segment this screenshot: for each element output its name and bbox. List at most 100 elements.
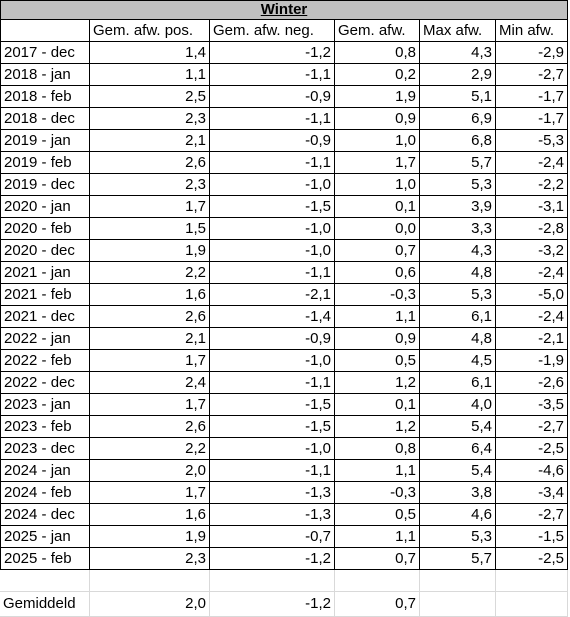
value-cell: 2,3 (90, 108, 210, 130)
value-cell: 1,0 (335, 130, 420, 152)
value-cell: -2,1 (210, 284, 335, 306)
value-cell: -5,0 (496, 284, 568, 306)
value-cell: 4,0 (420, 394, 496, 416)
header-cell: Gem. afw. neg. (210, 20, 335, 42)
period-cell: 2023 - dec (0, 438, 90, 460)
value-cell: -1,5 (210, 416, 335, 438)
value-cell: 0,5 (335, 350, 420, 372)
value-cell: 5,7 (420, 548, 496, 570)
value-cell: 5,3 (420, 174, 496, 196)
value-cell: 0,5 (335, 504, 420, 526)
value-cell: 2,6 (90, 152, 210, 174)
value-cell: -1,2 (210, 548, 335, 570)
value-cell: 6,1 (420, 372, 496, 394)
value-cell: -2,2 (496, 174, 568, 196)
period-cell: 2021 - dec (0, 306, 90, 328)
value-cell: 2,6 (90, 306, 210, 328)
value-cell: 1,9 (90, 526, 210, 548)
header-cell (0, 20, 90, 42)
value-cell: 1,2 (335, 372, 420, 394)
value-cell: 0,9 (335, 108, 420, 130)
value-cell: 0,8 (335, 42, 420, 64)
period-cell: 2021 - jan (0, 262, 90, 284)
value-cell: -1,1 (210, 262, 335, 284)
value-cell: 1,4 (90, 42, 210, 64)
period-cell: 2019 - jan (0, 130, 90, 152)
value-cell: 2,3 (90, 174, 210, 196)
value-cell: 2,1 (90, 130, 210, 152)
period-cell: 2019 - feb (0, 152, 90, 174)
period-cell: 2024 - feb (0, 482, 90, 504)
value-cell: 0,0 (335, 218, 420, 240)
period-cell: 2021 - feb (0, 284, 90, 306)
value-cell: -2,6 (496, 372, 568, 394)
value-cell: -5,3 (496, 130, 568, 152)
value-cell: -3,4 (496, 482, 568, 504)
average-value: 2,0 (90, 592, 210, 617)
value-cell: -1,1 (210, 372, 335, 394)
value-cell: 0,9 (335, 328, 420, 350)
period-cell: 2020 - jan (0, 196, 90, 218)
value-cell: 1,7 (90, 394, 210, 416)
value-cell: 1,9 (335, 86, 420, 108)
value-cell: 0,8 (335, 438, 420, 460)
value-cell: -3,1 (496, 196, 568, 218)
value-cell: 1,7 (90, 196, 210, 218)
header-cell: Min afw. (496, 20, 568, 42)
value-cell: 1,0 (335, 174, 420, 196)
value-cell: 6,8 (420, 130, 496, 152)
value-cell: 3,8 (420, 482, 496, 504)
value-cell: 2,9 (420, 64, 496, 86)
value-cell: -1,1 (210, 460, 335, 482)
empty-cell (0, 570, 90, 592)
value-cell: 0,7 (335, 240, 420, 262)
value-cell: -2,8 (496, 218, 568, 240)
value-cell: 2,4 (90, 372, 210, 394)
value-cell: -4,6 (496, 460, 568, 482)
value-cell: -0,9 (210, 86, 335, 108)
value-cell: -3,2 (496, 240, 568, 262)
value-cell: 0,7 (335, 548, 420, 570)
value-cell: -0,3 (335, 482, 420, 504)
value-cell: 3,9 (420, 196, 496, 218)
period-cell: 2020 - dec (0, 240, 90, 262)
value-cell: 5,3 (420, 526, 496, 548)
value-cell: 4,5 (420, 350, 496, 372)
average-label: Gemiddeld (0, 592, 90, 617)
value-cell: 1,9 (90, 240, 210, 262)
header-cell: Max afw. (420, 20, 496, 42)
value-cell: -2,7 (496, 64, 568, 86)
value-cell: 4,3 (420, 42, 496, 64)
value-cell: -2,4 (496, 262, 568, 284)
period-cell: 2020 - feb (0, 218, 90, 240)
value-cell: -1,9 (496, 350, 568, 372)
period-cell: 2018 - jan (0, 64, 90, 86)
value-cell: -1,0 (210, 218, 335, 240)
value-cell: -2,4 (496, 152, 568, 174)
value-cell: -1,0 (210, 240, 335, 262)
value-cell: -1,3 (210, 482, 335, 504)
value-cell: -3,5 (496, 394, 568, 416)
value-cell: 4,8 (420, 262, 496, 284)
value-cell: 2,2 (90, 262, 210, 284)
period-cell: 2017 - dec (0, 42, 90, 64)
value-cell: 3,3 (420, 218, 496, 240)
value-cell: 1,5 (90, 218, 210, 240)
value-cell: -1,1 (210, 64, 335, 86)
value-cell: 5,1 (420, 86, 496, 108)
empty-cell (420, 570, 496, 592)
period-cell: 2024 - jan (0, 460, 90, 482)
value-cell: 1,1 (335, 306, 420, 328)
value-cell: 1,6 (90, 284, 210, 306)
value-cell: -1,7 (496, 108, 568, 130)
period-cell: 2025 - feb (0, 548, 90, 570)
value-cell: 6,4 (420, 438, 496, 460)
value-cell: 1,7 (90, 482, 210, 504)
value-cell: -0,7 (210, 526, 335, 548)
period-cell: 2022 - dec (0, 372, 90, 394)
value-cell: 1,1 (90, 64, 210, 86)
value-cell: 1,1 (335, 460, 420, 482)
value-cell: 1,2 (335, 416, 420, 438)
value-cell: -1,3 (210, 504, 335, 526)
